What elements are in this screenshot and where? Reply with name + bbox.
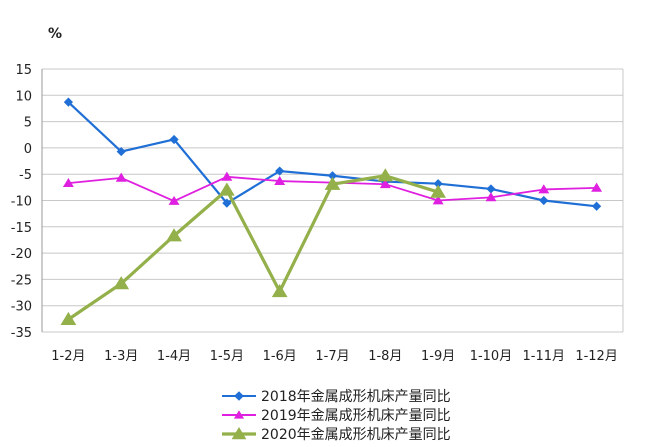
series-line (67, 174, 439, 321)
data-point (234, 391, 244, 401)
grid-lines (41, 68, 624, 333)
data-point (113, 276, 130, 290)
data-point (62, 177, 74, 188)
x-tick-label: 1-2月 (51, 349, 85, 364)
data-point (231, 427, 247, 440)
data-point (233, 410, 245, 419)
legend-item: 2019年金属成形机床产量同比 (222, 408, 451, 424)
data-point (433, 179, 443, 189)
legend-label: 2018年金属成形机床产量同比 (261, 389, 451, 405)
data-point (538, 184, 550, 194)
series-1 (63, 97, 602, 211)
x-tick-label: 1-9月 (421, 349, 455, 364)
data-point (591, 201, 602, 211)
x-tick-label: 1-7月 (315, 349, 349, 364)
data-point (63, 97, 74, 107)
data-point (274, 175, 286, 185)
data-point (115, 172, 127, 182)
data-point (377, 168, 394, 182)
series-3 (60, 168, 447, 326)
y-tick-label: 10 (15, 89, 32, 104)
x-tick-label: 1-10月 (470, 349, 513, 364)
legend-label: 2019年金属成形机床产量同比 (261, 408, 451, 424)
data-point (221, 171, 233, 181)
data-point (60, 311, 77, 326)
y-tick-label: -35 (11, 326, 32, 341)
legend: 2018年金属成形机床产量同比 2019年金属成形机床产量同比 2020年金属成形机… (222, 389, 451, 443)
data-point (486, 184, 496, 194)
y-tick-label: -20 (11, 247, 32, 262)
y-tick-label: -25 (11, 273, 32, 288)
data-point (432, 195, 444, 205)
x-tick-label: 1-3月 (104, 349, 138, 364)
data-point (169, 134, 179, 145)
y-tick-label: 5 (24, 116, 32, 131)
y-tick-label: -5 (19, 168, 32, 183)
data-point (327, 171, 338, 181)
y-tick-label: -10 (11, 195, 32, 210)
data-point (485, 192, 497, 202)
x-tick-label: 1-6月 (263, 349, 297, 364)
y-tick-label: -15 (11, 221, 32, 236)
data-point (430, 184, 447, 198)
data-point (218, 182, 235, 196)
legend-item: 2018年金属成形机床产量同比 (222, 389, 451, 405)
data-point (168, 195, 180, 205)
x-tick-label: 1-5月 (210, 349, 244, 364)
x-tick-label: 1-8月 (368, 349, 402, 364)
data-point (324, 176, 341, 190)
x-tick-label: 1-4月 (157, 349, 191, 364)
series-line (67, 101, 597, 208)
x-axis-ticks: 1-2月 1-3月 1-4月 1-5月 1-6月 1-7月 1-8月 1-9月 1-10月 1-1… (51, 349, 618, 364)
y-tick-label: 15 (15, 63, 32, 78)
x-tick-label: 1-11月 (523, 349, 566, 364)
data-point (275, 166, 285, 176)
data-point (271, 283, 288, 298)
y-tick-label: 0 (24, 142, 32, 157)
data-point (166, 228, 182, 242)
data-point (379, 178, 391, 189)
legend-item: 2020年金属成形机床产量同比 (222, 427, 451, 443)
legend-label: 2020年金属成形机床产量同比 (261, 427, 451, 443)
data-point (116, 146, 126, 157)
data-point (591, 182, 603, 192)
y-axis-ticks: 15 10 5 0 -5 -10 -15 -20 -25 -30 -35 (11, 63, 32, 341)
data-point (539, 195, 549, 206)
x-tick-label: 1-12月 (575, 349, 618, 364)
series-layer (60, 97, 603, 326)
y-tick-label: -30 (11, 300, 32, 315)
data-point (222, 198, 232, 208)
y-axis-unit-label: % (48, 26, 62, 42)
